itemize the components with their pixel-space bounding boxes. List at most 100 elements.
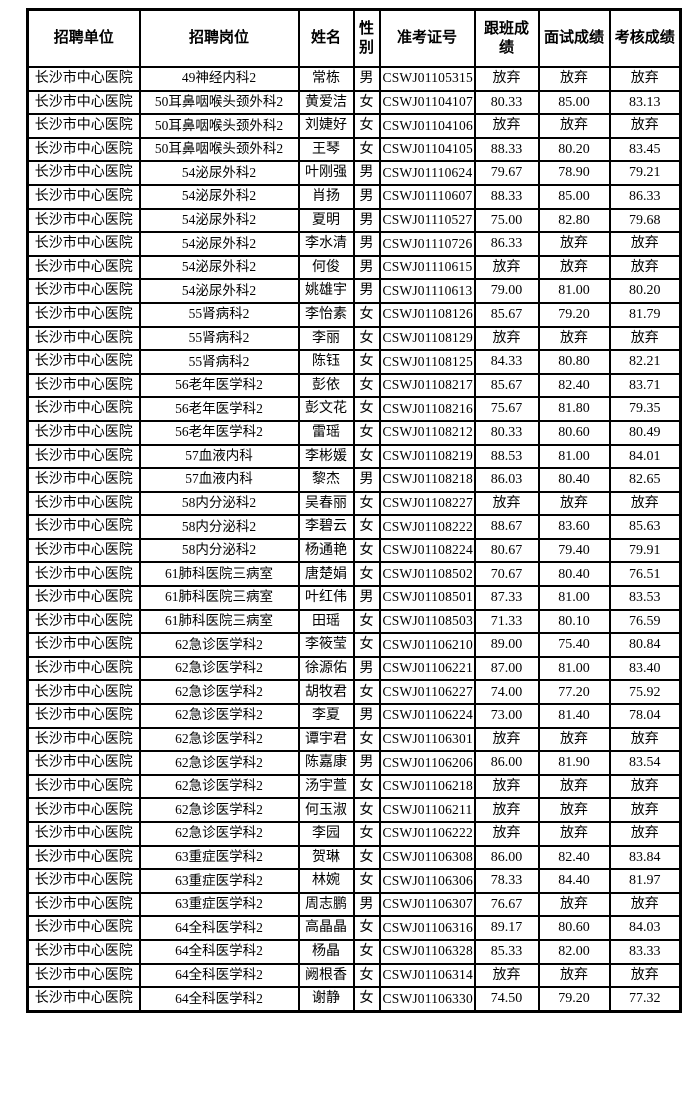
cell-interview-score: 80.10 [537, 608, 611, 635]
cell-exam-id: CSWJ01106308 [378, 844, 476, 871]
cell-assessment-score: 83.71 [608, 372, 682, 399]
results-table-header: 招聘单位 招聘岗位 姓名 性别 准考证号 跟班成绩 面试成绩 考核成绩 [26, 8, 682, 68]
cell-gender: 女 [352, 372, 381, 399]
cell-assessment-score: 81.79 [608, 301, 682, 328]
cell-assessment-score: 77.32 [608, 986, 682, 1013]
cell-assessment-score: 78.04 [608, 703, 682, 729]
cell-interview-score: 放弃 [537, 821, 611, 847]
table-row: 长沙市中心医院 56老年医学科2 彭文花女 CSWJ01108216 75.67 81.8… [26, 396, 682, 422]
cell-position: 62急诊医学科2 [138, 703, 300, 729]
cell-exam-id: CSWJ01108503 [378, 608, 476, 635]
cell-name: 姚雄宇 [297, 278, 355, 304]
cell-exam-id: CSWJ01106330 [378, 986, 476, 1013]
cell-unit: 长沙市中心医院 [26, 113, 141, 139]
cell-name: 李彬媛 [297, 443, 355, 470]
cell-class-score: 84.33 [473, 349, 540, 375]
table-row: 长沙市中心医院 50耳鼻咽喉头颈外科2 王琴女 CSWJ01104105 88.33 80… [26, 136, 682, 163]
cell-interview-score: 81.40 [537, 703, 611, 729]
cell-name: 王琴 [297, 136, 355, 163]
cell-class-score: 80.67 [473, 537, 540, 564]
cell-position: 62急诊医学科2 [138, 632, 300, 658]
column-header-class-score: 跟班成绩 [473, 8, 540, 68]
cell-assessment-score: 84.01 [608, 443, 682, 470]
cell-interview-score: 放弃 [537, 797, 611, 823]
table-row: 长沙市中心医院 61肺科医院三病室 唐楚娟女 CSWJ01108502 70.67 80.… [26, 561, 682, 588]
cell-unit: 长沙市中心医院 [26, 443, 141, 470]
cell-position: 54泌尿外科2 [138, 278, 300, 304]
cell-unit: 长沙市中心医院 [26, 585, 141, 611]
cell-interview-score: 79.40 [537, 537, 611, 564]
table-row: 长沙市中心医院 54泌尿外科2 叶刚强男 CSWJ01110624 79.67 78.90… [26, 160, 682, 186]
table-row: 长沙市中心医院 64全科医学科2 杨晶女 CSWJ01106328 85.33 82.00… [26, 938, 682, 965]
cell-unit: 长沙市中心医院 [26, 703, 141, 729]
cell-exam-id: CSWJ01106328 [378, 938, 476, 965]
cell-gender: 女 [352, 915, 381, 941]
cell-class-score: 71.33 [473, 608, 540, 635]
cell-exam-id: CSWJ01108126 [378, 301, 476, 328]
cell-class-score: 88.33 [473, 183, 540, 210]
cell-gender: 女 [352, 986, 381, 1013]
cell-unit: 长沙市中心医院 [26, 679, 141, 706]
cell-name: 彭文花 [297, 396, 355, 422]
cell-gender: 女 [352, 868, 381, 894]
cell-gender: 女 [352, 938, 381, 965]
cell-gender: 男 [352, 207, 381, 234]
cell-exam-id: CSWJ01106211 [378, 797, 476, 823]
cell-gender: 女 [352, 113, 381, 139]
cell-exam-id: CSWJ01104105 [378, 136, 476, 163]
cell-interview-score: 81.90 [537, 750, 611, 776]
cell-name: 雷瑶 [297, 419, 355, 446]
cell-exam-id: CSWJ01110624 [378, 160, 476, 186]
cell-unit: 长沙市中心医院 [26, 750, 141, 776]
cell-assessment-score: 83.40 [608, 655, 682, 682]
cell-position: 61肺科医院三病室 [138, 608, 300, 635]
cell-assessment-score: 放弃 [608, 254, 682, 281]
table-row: 长沙市中心医院 58内分泌科2 李碧云女 CSWJ01108222 88.67 83.60… [26, 514, 682, 540]
cell-exam-id: CSWJ01108501 [378, 585, 476, 611]
cell-exam-id: CSWJ01108129 [378, 325, 476, 352]
cell-gender: 女 [352, 349, 381, 375]
cell-class-score: 87.00 [473, 655, 540, 682]
cell-class-score: 74.50 [473, 986, 540, 1013]
cell-exam-id: CSWJ01110527 [378, 207, 476, 234]
cell-name: 李筱莹 [297, 632, 355, 658]
cell-position: 61肺科医院三病室 [138, 585, 300, 611]
cell-assessment-score: 79.68 [608, 207, 682, 234]
cell-gender: 女 [352, 396, 381, 422]
cell-position: 56老年医学科2 [138, 372, 300, 399]
column-header-exam-id: 准考证号 [378, 8, 476, 68]
cell-class-score: 89.17 [473, 915, 540, 941]
cell-class-score: 79.67 [473, 160, 540, 186]
results-table-body: 长沙市中心医院 49神经内科2 常栋男 CSWJ01105315 放弃 放弃 放弃 长沙市中心… [26, 66, 682, 1013]
cell-assessment-score: 86.33 [608, 183, 682, 210]
cell-name: 吴春丽 [297, 490, 355, 517]
cell-exam-id: CSWJ01108125 [378, 349, 476, 375]
cell-class-score: 88.33 [473, 136, 540, 163]
cell-assessment-score: 83.13 [608, 89, 682, 116]
cell-position: 50耳鼻咽喉头颈外科2 [138, 136, 300, 163]
cell-name: 唐楚娟 [297, 561, 355, 588]
cell-position: 54泌尿外科2 [138, 160, 300, 186]
cell-name: 胡牧君 [297, 679, 355, 706]
table-row: 长沙市中心医院 62急诊医学科2 李夏男 CSWJ01106224 73.00 81.40… [26, 703, 682, 729]
cell-class-score: 88.53 [473, 443, 540, 470]
cell-position: 64全科医学科2 [138, 938, 300, 965]
cell-unit: 长沙市中心医院 [26, 891, 141, 918]
cell-gender: 男 [352, 750, 381, 776]
cell-class-score: 85.67 [473, 301, 540, 328]
cell-name: 陈钰 [297, 349, 355, 375]
cell-class-score: 放弃 [473, 962, 540, 989]
column-header-name: 姓名 [297, 8, 355, 68]
results-table: 招聘单位 招聘岗位 姓名 性别 准考证号 跟班成绩 面试成绩 考核成绩 长沙市中心医院 49神经… [26, 8, 682, 1013]
cell-gender: 女 [352, 419, 381, 446]
cell-assessment-score: 放弃 [608, 726, 682, 753]
cell-assessment-score: 80.20 [608, 278, 682, 304]
cell-position: 64全科医学科2 [138, 915, 300, 941]
cell-name: 阙根香 [297, 962, 355, 989]
cell-interview-score: 放弃 [537, 231, 611, 257]
cell-unit: 长沙市中心医院 [26, 537, 141, 564]
cell-position: 62急诊医学科2 [138, 679, 300, 706]
cell-assessment-score: 放弃 [608, 490, 682, 517]
cell-assessment-score: 83.45 [608, 136, 682, 163]
